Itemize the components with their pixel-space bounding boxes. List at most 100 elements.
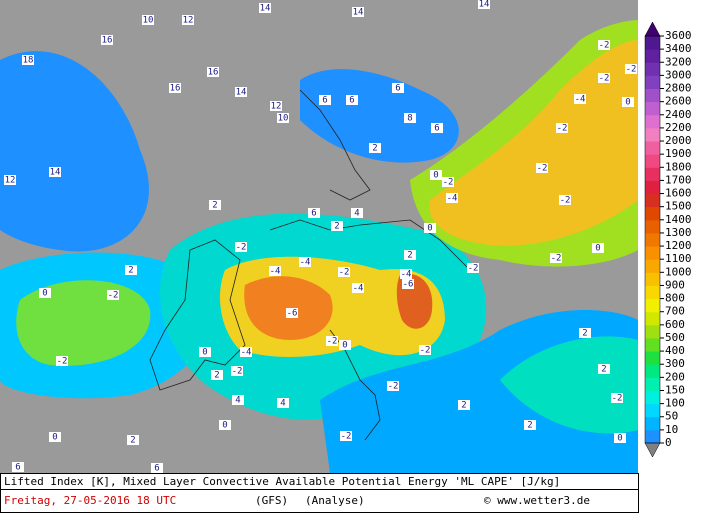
contour-label: 6: [311, 209, 316, 219]
label-box: [125, 265, 137, 275]
contour-label: -4: [270, 267, 281, 277]
label-box: [331, 221, 343, 231]
label-box: [625, 64, 637, 74]
label-box: [22, 55, 34, 65]
colorbar-label: 1400: [665, 213, 692, 226]
label-box: [478, 0, 490, 9]
color-band: [645, 311, 660, 326]
contour-label: 0: [202, 348, 207, 358]
label-box: [269, 266, 281, 276]
contour-label: 0: [625, 98, 630, 108]
label-box: [400, 269, 412, 279]
contour-label: 2: [130, 436, 135, 446]
label-box: [424, 223, 436, 233]
arrow-bottom: [644, 442, 661, 458]
colorbar-label: 2600: [665, 95, 692, 108]
label-box: [614, 433, 626, 443]
label-box: [352, 7, 364, 17]
colorbar-label: 2400: [665, 108, 692, 121]
label-box: [346, 95, 358, 105]
colorbar-label: 400: [665, 344, 685, 357]
color-band: [645, 232, 660, 247]
label-box: [598, 364, 610, 374]
colorbar-label: 800: [665, 292, 685, 305]
contour-label: 2: [601, 365, 606, 375]
colorbar-label: 3400: [665, 42, 692, 55]
label-box: [56, 356, 68, 366]
contour-label: -4: [447, 194, 458, 204]
contour-label: 2: [372, 144, 377, 154]
label-box: [574, 94, 586, 104]
footer-box: [0, 473, 639, 513]
color-band: [645, 206, 660, 221]
label-box: [39, 288, 51, 298]
label-box: [326, 336, 338, 346]
contour-label: 4: [235, 396, 240, 406]
colorbar-label: 1900: [665, 147, 692, 160]
colorbar-label: 1000: [665, 265, 692, 278]
label-box: [559, 195, 571, 205]
contour-label: 18: [23, 56, 34, 66]
label-box: [556, 123, 568, 133]
color-band: [645, 36, 660, 50]
color-band: [645, 62, 660, 76]
contour-label: 2: [407, 251, 412, 261]
contour-label: 2: [212, 201, 217, 211]
colorbar-label: 3600: [665, 29, 692, 42]
label-box: [231, 366, 243, 376]
color-band: [645, 180, 660, 195]
contour-label: -2: [599, 41, 610, 51]
coastline: [299, 89, 371, 201]
label-box: [338, 267, 350, 277]
contour-label: 0: [42, 289, 47, 299]
colorbar-label: 1200: [665, 239, 692, 252]
color-band: [645, 75, 660, 90]
contour-label: 4: [280, 399, 285, 409]
label-box: [12, 462, 24, 472]
contour-label: -2: [557, 124, 568, 134]
label-box: [369, 143, 381, 153]
contour-label: 2: [334, 222, 339, 232]
label-box: [458, 400, 470, 410]
label-box: [351, 208, 363, 218]
colorbar-label: 600: [665, 318, 685, 331]
color-band: [645, 272, 660, 286]
contour-label: 10: [278, 114, 289, 124]
label-box: [404, 250, 416, 260]
contour-label: -2: [599, 74, 610, 84]
contour-label: 14: [353, 8, 364, 18]
label-box: [404, 113, 416, 123]
label-box: [259, 3, 271, 13]
label-box: [419, 345, 431, 355]
contour-label: 0: [52, 433, 57, 443]
contour-label: 12: [5, 176, 16, 186]
label-box: [151, 463, 163, 473]
footer-run: (Analyse): [305, 494, 365, 507]
contour-label: 6: [15, 463, 20, 473]
label-box: [169, 83, 181, 93]
contour-label: -2: [341, 432, 352, 442]
label-box: [402, 279, 414, 289]
contour-label: -2: [339, 268, 350, 278]
color-band: [645, 193, 660, 208]
contour-label: 6: [349, 96, 354, 106]
contour-label: -2: [108, 291, 119, 301]
contour-label: -2: [468, 264, 479, 274]
footer-title: Lifted Index [K], Mixed Layer Convective…: [4, 475, 560, 488]
label-box: [277, 113, 289, 123]
contour-label: 6: [154, 464, 159, 474]
contour-label: 0: [433, 171, 438, 181]
contour-label: -6: [287, 309, 298, 319]
label-box: [467, 263, 479, 273]
cape-area: [16, 280, 151, 366]
contour-label: 6: [395, 84, 400, 94]
contour-label: 14: [479, 0, 490, 10]
contour-label: 2: [582, 329, 587, 339]
contour-label: 14: [50, 168, 61, 178]
label-box: [387, 381, 399, 391]
cape-area: [500, 336, 638, 434]
color-band: [645, 337, 660, 352]
contour-label: 16: [208, 68, 219, 78]
colorbar-label: 0: [665, 436, 672, 449]
color-band: [645, 246, 660, 260]
